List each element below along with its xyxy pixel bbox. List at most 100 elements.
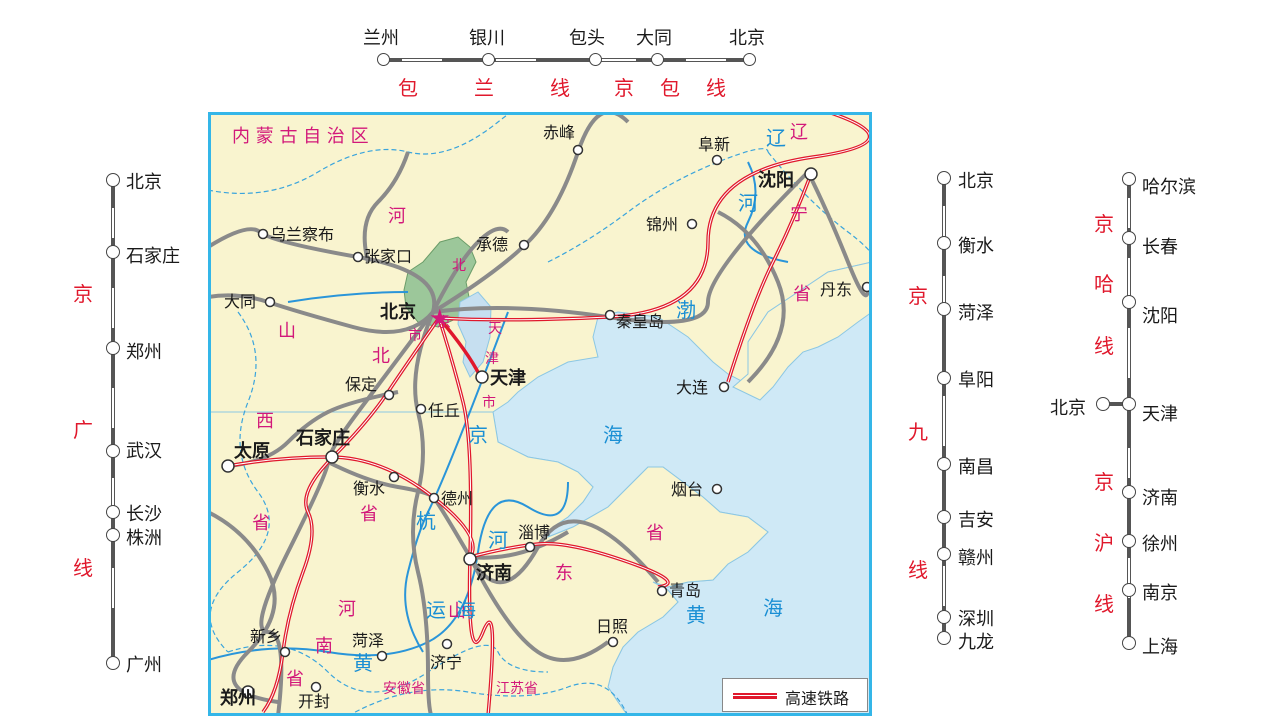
city-dot (518, 239, 530, 251)
far-right-line-track (1102, 178, 1131, 644)
city-label-shenyang: 沈阳 (758, 169, 794, 191)
top-line-label-char: 线 (550, 76, 570, 100)
regular-railways (208, 112, 870, 716)
region-label-anhui: 安徽省 (383, 681, 425, 697)
region-label-char: 北 (452, 258, 466, 274)
city-label-zhangjiakou: 张家口 (364, 247, 412, 266)
far-right-station-label: 上海 (1142, 637, 1178, 658)
left-station-label: 株洲 (126, 528, 162, 549)
city-dot (711, 483, 723, 495)
far-right-station-label: 南京 (1142, 583, 1178, 604)
left-station (106, 173, 120, 187)
mid-right-station-label: 吉安 (958, 510, 994, 531)
city-dot (804, 167, 818, 181)
mid-right-station-label: 北京 (958, 171, 994, 192)
far-right-station (1122, 397, 1136, 411)
mid-right-station-label: 赣州 (958, 548, 994, 569)
top-line-label-char: 线 (706, 76, 726, 100)
top-station-yinchuan (482, 53, 495, 66)
top-line-label-char: 京 (614, 76, 634, 100)
city-label-wulanchabu: 乌兰察布 (270, 225, 334, 244)
water-label-char: 辽 (766, 126, 786, 150)
city-dot (352, 251, 364, 263)
city-dot (607, 636, 619, 648)
far-right-branch-station (1096, 397, 1110, 411)
city-markers (221, 144, 872, 699)
far-right-upper-name-char: 线 (1094, 334, 1114, 358)
city-label-jining: 济宁 (430, 653, 462, 672)
city-dot (415, 403, 427, 415)
mid-right-line-name-char: 九 (908, 420, 928, 444)
city-dot (310, 681, 322, 693)
top-station-label: 大同 (636, 28, 672, 49)
mid-right-station (937, 302, 951, 316)
city-dot (604, 309, 616, 321)
far-right-branch-label: 北京 (1050, 398, 1086, 419)
city-dot (279, 646, 291, 658)
city-label-jinan: 济南 (476, 562, 512, 584)
city-dot (524, 541, 536, 553)
city-dot (686, 218, 698, 230)
far-right-station-label: 沈阳 (1142, 306, 1178, 327)
water-label-char: 杭 (416, 509, 436, 533)
city-label-tianjin: 天津 (490, 367, 526, 389)
region-label-char: 省 (252, 513, 270, 534)
water-label-char: 黄 (686, 603, 706, 627)
region-label-char: 东 (555, 563, 573, 584)
city-label-zibo: 淄博 (518, 523, 550, 542)
mid-right-station-label: 菏泽 (958, 303, 994, 324)
left-line-track (111, 178, 115, 664)
city-dot (388, 471, 400, 483)
top-line-label-char: 兰 (474, 76, 494, 100)
far-right-station-label: 天津 (1142, 404, 1178, 425)
city-dot (711, 154, 723, 166)
mid-right-station (937, 510, 951, 524)
far-right-station-label: 徐州 (1142, 534, 1178, 555)
left-station (106, 505, 120, 519)
left-station-label: 北京 (126, 172, 162, 193)
top-station-label: 银川 (469, 28, 505, 49)
mid-right-station (937, 547, 951, 561)
city-dot (241, 685, 255, 699)
city-dot (475, 370, 489, 384)
city-dot (376, 650, 388, 662)
left-station-label: 广州 (126, 655, 162, 676)
city-label-zhengzhou: 郑州 (220, 687, 256, 709)
top-station-label: 兰州 (363, 28, 399, 49)
city-label-renqiu: 任丘 (428, 401, 460, 420)
mid-right-station-label: 衡水 (958, 236, 994, 257)
city-label-chifeng: 赤峰 (543, 123, 575, 142)
mid-right-station-label: 阜阳 (958, 370, 994, 391)
far-right-upper-name-char: 京 (1094, 212, 1114, 236)
city-label-jinzhou: 锦州 (646, 215, 678, 234)
beijing-region (403, 236, 477, 328)
top-line-label-char: 包 (398, 76, 418, 100)
left-station (106, 341, 120, 355)
city-label-heze: 菏泽 (352, 631, 384, 650)
mid-right-line-track (942, 176, 946, 636)
city-label-datong: 大同 (224, 292, 256, 311)
legend-label: 高速铁路 (785, 689, 850, 708)
top-line-track (382, 58, 748, 62)
top-station-baotou (589, 53, 602, 66)
far-right-station (1122, 583, 1136, 597)
city-label-dalian: 大连 (676, 378, 708, 397)
region-label-char: 省 (286, 669, 304, 690)
far-right-station (1122, 485, 1136, 499)
region-label-char: 山 (278, 321, 296, 342)
region-label-char: 西 (256, 411, 274, 432)
far-right-station (1122, 172, 1136, 186)
region-label-char: 宁 (790, 204, 808, 225)
left-station-label: 石家庄 (126, 246, 180, 267)
mid-right-station (937, 371, 951, 385)
map-frame (208, 112, 872, 716)
region-label-char: 京 (437, 315, 451, 331)
mid-right-line-name-char: 线 (908, 558, 928, 582)
city-label-hengshui: 衡水 (353, 479, 385, 498)
far-right-station (1122, 534, 1136, 548)
water-label-char: 黄 (353, 651, 373, 675)
left-line-name-char: 线 (73, 556, 93, 580)
top-station-datong (651, 53, 664, 66)
city-label-beijing: 北京 (380, 301, 416, 323)
city-dot (463, 552, 477, 566)
